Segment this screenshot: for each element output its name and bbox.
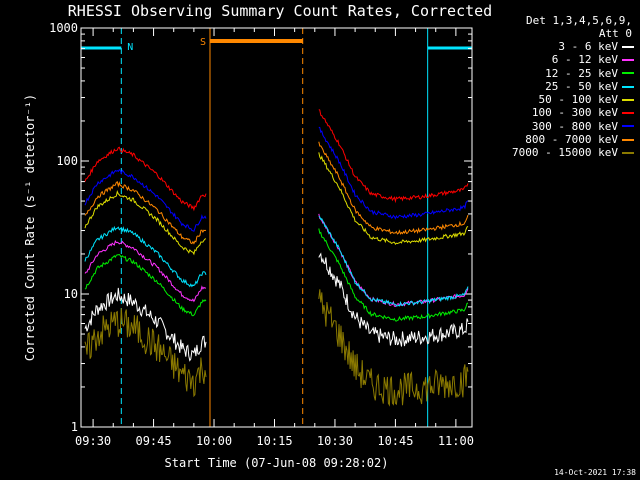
- series-trace-6-0: [84, 168, 207, 232]
- legend-item: 800 - 7000 keV: [512, 133, 634, 146]
- series-trace-2-1: [318, 228, 469, 322]
- legend-item: 7000 - 15000 keV: [512, 146, 634, 159]
- legend-swatch: [622, 112, 634, 115]
- legend-swatch: [622, 58, 634, 61]
- legend-label: 50 - 100 keV: [538, 93, 618, 107]
- legend-item: 300 - 800 keV: [512, 120, 634, 133]
- series-trace-0-1: [318, 252, 469, 347]
- legend-item: 25 - 50 keV: [512, 80, 634, 93]
- series-trace-5-0: [84, 146, 207, 212]
- x-tick-label: 10:15: [256, 434, 292, 448]
- legend-item: 12 - 25 keV: [512, 67, 634, 80]
- series-trace-4-0: [84, 189, 207, 256]
- series-trace-2-0: [84, 253, 207, 317]
- series-trace-3-0: [84, 225, 207, 288]
- legend-label: 3 - 6 keV: [558, 40, 618, 53]
- legend-swatch: [622, 45, 634, 48]
- series-trace-6-1: [318, 126, 469, 220]
- series-trace-1-1: [318, 213, 469, 307]
- x-tick-label: 09:30: [75, 434, 111, 448]
- legend-item: 6 - 12 keV: [512, 53, 634, 66]
- y-axis-label: Corrected Count Rate (s⁻¹ detector⁻¹): [23, 94, 37, 361]
- series-trace-5-1: [318, 109, 469, 204]
- series-trace-8-1: [318, 289, 469, 407]
- legend-label: 300 - 800 keV: [531, 119, 618, 133]
- night-label: N: [127, 42, 133, 53]
- generation-timestamp: 14-Oct-2021 17:38: [554, 468, 636, 477]
- detector-info: Det 1,3,4,5,6,9, Att 0: [526, 14, 632, 40]
- legend-swatch: [622, 152, 634, 155]
- attenuator-state: Att 0: [598, 27, 632, 40]
- legend-item: 100 - 300 keV: [512, 106, 634, 119]
- legend-label: 6 - 12 keV: [551, 53, 618, 67]
- x-axis-label: Start Time (07-Jun-08 09:28:02): [165, 456, 389, 470]
- legend-item: 50 - 100 keV: [512, 93, 634, 106]
- x-tick-label: 11:00: [438, 434, 474, 448]
- legend-label: 7000 - 15000 keV: [512, 146, 618, 160]
- legend-label: 100 - 300 keV: [531, 106, 618, 120]
- plot-frame: [80, 27, 473, 428]
- y-tick-label: 1000: [49, 21, 78, 35]
- legend-swatch: [622, 125, 634, 128]
- series-trace-7-0: [84, 181, 207, 245]
- legend-swatch: [622, 72, 634, 75]
- y-tick-label: 10: [64, 287, 78, 301]
- legend-item: 3 - 6 keV: [512, 40, 634, 53]
- series-trace-3-1: [318, 215, 469, 307]
- saa-label: S: [200, 37, 206, 48]
- series-trace-8-0: [84, 308, 207, 398]
- chart-legend: 3 - 6 keV 6 - 12 keV 12 - 25 keV 25 - 50 ke…: [512, 40, 634, 160]
- legend-swatch: [622, 85, 634, 88]
- detector-list: Det 1,3,4,5,6,9,: [526, 14, 632, 27]
- x-tick-label: 10:30: [317, 434, 353, 448]
- series-trace-0-0: [84, 287, 207, 362]
- legend-swatch: [622, 98, 634, 101]
- y-tick-label: 100: [56, 154, 78, 168]
- legend-label: 12 - 25 keV: [545, 66, 618, 80]
- x-tick-label: 09:45: [135, 434, 171, 448]
- y-tick-label: 1: [71, 420, 78, 434]
- series-trace-1-0: [84, 239, 207, 303]
- legend-swatch: [622, 138, 634, 141]
- chart-title: RHESSI Observing Summary Count Rates, Co…: [67, 2, 493, 20]
- series-trace-7-1: [318, 141, 469, 235]
- series-trace-4-1: [318, 152, 469, 246]
- x-tick-label: 10:45: [377, 434, 413, 448]
- x-tick-label: 10:00: [196, 434, 232, 448]
- legend-label: 800 - 7000 keV: [525, 133, 618, 147]
- legend-label: 25 - 50 keV: [545, 79, 618, 93]
